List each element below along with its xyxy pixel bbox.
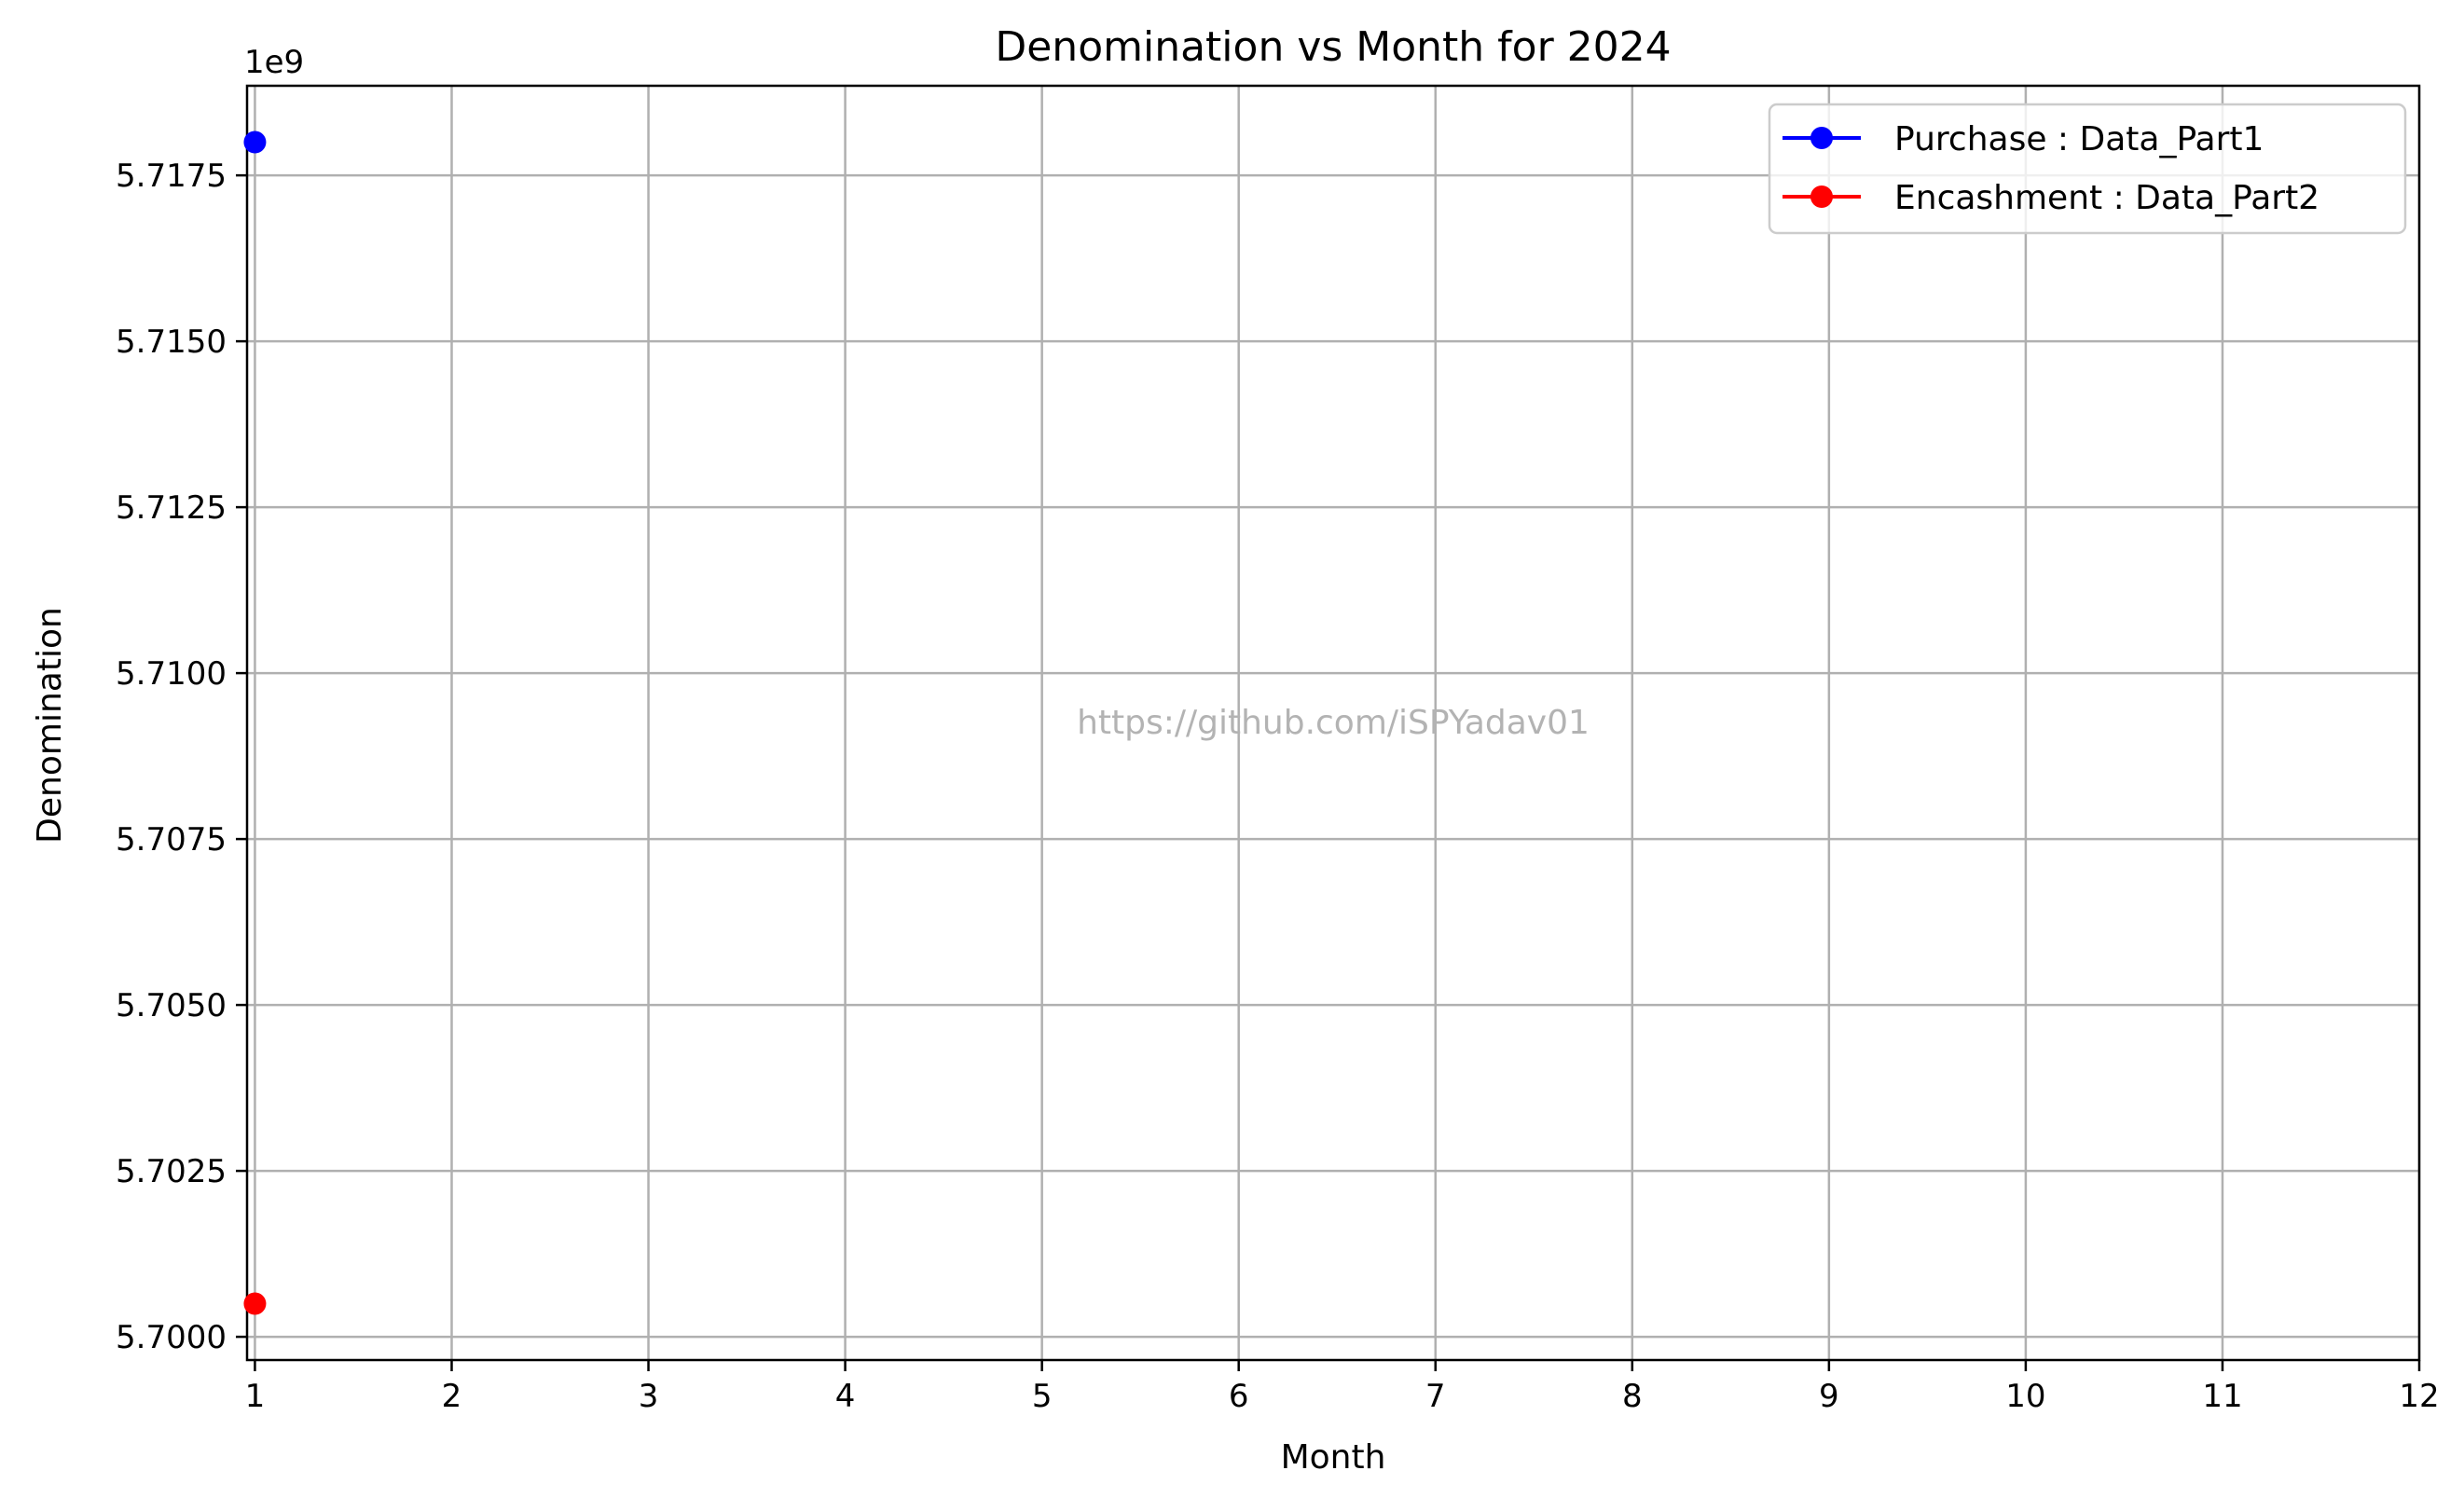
watermark-text: https://github.com/iSPYadav01 xyxy=(1077,704,1590,742)
x-tick-label: 2 xyxy=(442,1378,462,1415)
y-axis-offset-label: 1e9 xyxy=(244,44,304,81)
x-tick-label: 8 xyxy=(1622,1378,1643,1415)
legend-label: Encashment : Data_Part2 xyxy=(1894,179,2319,217)
y-axis-label: Denomination xyxy=(31,607,69,844)
y-tick-label: 5.7175 xyxy=(116,158,227,195)
x-tick-label: 9 xyxy=(1819,1378,1839,1415)
series-1 xyxy=(243,131,267,154)
x-tick-label: 1 xyxy=(245,1378,266,1415)
x-tick-label: 11 xyxy=(2202,1378,2242,1415)
data-point xyxy=(243,1292,267,1315)
series-2 xyxy=(243,1292,267,1315)
y-tick-label: 5.7075 xyxy=(116,821,227,859)
x-tick-label: 10 xyxy=(2005,1378,2045,1415)
axes-frame xyxy=(245,84,2421,1362)
x-tick-label: 5 xyxy=(1032,1378,1053,1415)
series xyxy=(243,131,267,1315)
legend-item: Purchase : Data_Part1 xyxy=(1783,120,2264,158)
y-axis-ticks: 5.7000 5.7025 5.7050 5.7075 5.7100 5.7125 5.71… xyxy=(116,158,247,1356)
x-tick-label: 7 xyxy=(1425,1378,1446,1415)
y-tick-label: 5.7125 xyxy=(116,489,227,527)
x-tick-label: 3 xyxy=(639,1378,659,1415)
x-tick-label: 6 xyxy=(1229,1378,1249,1415)
data-point xyxy=(243,131,267,154)
chart-title: Denomination vs Month for 2024 xyxy=(995,23,1671,71)
y-tick-label: 5.7100 xyxy=(116,655,227,693)
legend-label: Purchase : Data_Part1 xyxy=(1894,120,2264,158)
y-tick-label: 5.7150 xyxy=(116,323,227,361)
y-tick-label: 5.7000 xyxy=(116,1319,227,1356)
legend-item: Encashment : Data_Part2 xyxy=(1783,179,2319,217)
x-axis-label: Month xyxy=(1281,1438,1386,1477)
y-tick-label: 5.7025 xyxy=(116,1153,227,1190)
legend: Purchase : Data_Part1 Encashment : Data_P… xyxy=(1768,103,2407,235)
legend-box xyxy=(1768,103,2407,235)
plot-area xyxy=(247,86,2419,1360)
y-tick-label: 5.7050 xyxy=(116,987,227,1024)
legend-marker xyxy=(1810,127,1833,149)
x-axis-ticks: 1 2 3 4 5 6 7 8 9 10 11 12 xyxy=(245,1360,2440,1415)
x-tick-label: 4 xyxy=(835,1378,856,1415)
legend-marker xyxy=(1810,186,1833,208)
x-tick-label: 12 xyxy=(2399,1378,2439,1415)
